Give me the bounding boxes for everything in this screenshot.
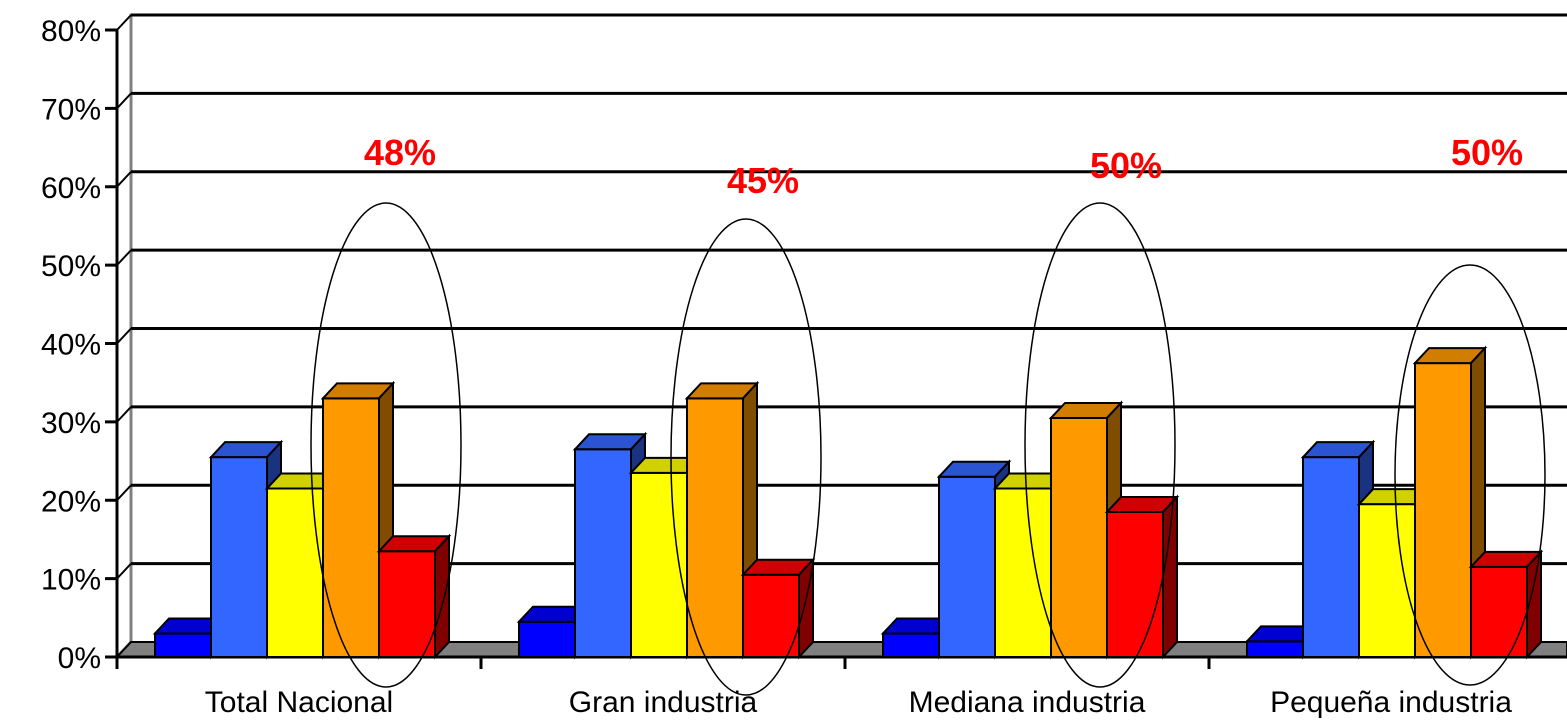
bars bbox=[152, 345, 1544, 660]
gridline-depth bbox=[116, 562, 132, 580]
gridline-depth bbox=[116, 92, 132, 110]
x-axis-category-labels: Total Nacional Gran industria Mediana indu… bbox=[205, 686, 1512, 719]
gridline-depth bbox=[116, 14, 132, 31]
y-tick-label: 50% bbox=[41, 250, 101, 283]
highlight-ellipse bbox=[310, 202, 462, 688]
y-tick-label: 40% bbox=[41, 329, 101, 362]
bar-front bbox=[938, 475, 996, 658]
bar bbox=[1104, 494, 1180, 660]
annotation-label: 48% bbox=[364, 132, 436, 173]
bar-front bbox=[1414, 362, 1472, 658]
y-tick-label: 70% bbox=[41, 93, 101, 126]
annotation-labels: 48% 45% 50% 50% bbox=[364, 132, 1523, 201]
y-axis-tick-labels: 0% 10% 20% 30% 40% 50% 60% 70% 80% bbox=[41, 15, 101, 675]
bar-side bbox=[1162, 494, 1178, 660]
bar-front bbox=[686, 397, 744, 658]
bar bbox=[740, 557, 816, 660]
y-tick-label: 20% bbox=[41, 485, 101, 518]
x-category-label: Mediana industria bbox=[909, 686, 1146, 719]
x-category-label: Gran industria bbox=[569, 686, 758, 719]
bar-front bbox=[630, 471, 688, 658]
bar-front bbox=[742, 573, 800, 658]
bar-front bbox=[1470, 565, 1528, 659]
bar-front bbox=[322, 397, 380, 658]
gridline-depth bbox=[116, 171, 132, 188]
y-tick-label: 80% bbox=[41, 15, 101, 48]
bar-front bbox=[518, 620, 576, 659]
gridline-depth bbox=[116, 327, 132, 345]
bar-side bbox=[434, 533, 450, 660]
x-category-label: Pequeña industria bbox=[1270, 686, 1512, 719]
bar-front bbox=[994, 487, 1052, 658]
bar-front bbox=[1106, 511, 1164, 658]
highlight-ellipses bbox=[310, 202, 1546, 696]
bar-front bbox=[1246, 640, 1304, 659]
y-tick-label: 0% bbox=[58, 642, 101, 675]
bar-side bbox=[1526, 549, 1542, 660]
annotation-label: 45% bbox=[727, 160, 799, 201]
annotation-label: 50% bbox=[1451, 132, 1523, 173]
gridline-depth bbox=[116, 484, 132, 501]
y-tick-label: 60% bbox=[41, 172, 101, 205]
bar-front bbox=[882, 632, 940, 658]
gridline-depth bbox=[116, 406, 132, 423]
bar-front bbox=[378, 550, 436, 658]
bar-front bbox=[1358, 503, 1416, 659]
annotation-label: 50% bbox=[1090, 145, 1162, 186]
y-tick-label: 30% bbox=[41, 407, 101, 440]
bar bbox=[1468, 549, 1544, 660]
bar bbox=[376, 533, 452, 660]
bar-front bbox=[154, 632, 212, 658]
x-category-label: Total Nacional bbox=[205, 686, 393, 719]
bar-front bbox=[1050, 416, 1108, 658]
y-tick-label: 10% bbox=[41, 564, 101, 597]
highlight-ellipse bbox=[670, 218, 822, 696]
bar-front bbox=[574, 448, 632, 658]
bar-front bbox=[210, 456, 268, 658]
highlight-ellipse bbox=[1024, 202, 1176, 688]
highlight-ellipse bbox=[1394, 264, 1546, 686]
bar-front bbox=[1302, 456, 1360, 658]
gridline-depth bbox=[116, 249, 132, 266]
